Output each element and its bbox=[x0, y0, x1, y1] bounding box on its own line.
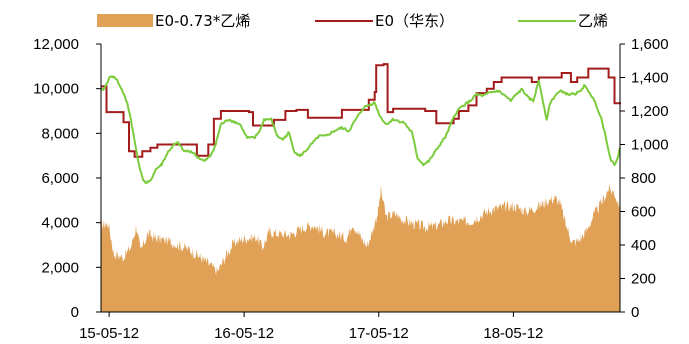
y-left-tick-label: 12,000 bbox=[33, 36, 79, 53]
y-left-tick-label: 0 bbox=[71, 304, 79, 321]
x-tick-label: 15-05-12 bbox=[79, 325, 139, 342]
axes: 0 2,000 4,000 6,000 8,000 10,000 12,000 0 200 400… bbox=[33, 36, 668, 342]
y-right-tick-label: 800 bbox=[631, 170, 656, 187]
legend: E0-0.73*乙烯 E0（华东） 乙烯 bbox=[97, 12, 608, 30]
legend-label-eo: E0（华东） bbox=[375, 12, 454, 30]
y-right-tick-label: 200 bbox=[631, 271, 656, 288]
y-left-tick-label: 8,000 bbox=[41, 125, 79, 142]
series-area-spread bbox=[101, 183, 620, 312]
y-right-tick-label: 1,600 bbox=[631, 36, 669, 53]
y-left-tick-label: 2,000 bbox=[41, 259, 79, 276]
y-right-tick-label: 0 bbox=[631, 304, 639, 321]
y-left-tick-label: 10,000 bbox=[33, 81, 79, 98]
y-right-tick-label: 400 bbox=[631, 237, 656, 254]
x-tick-label: 17-05-12 bbox=[349, 325, 409, 342]
y-right-tick-label: 600 bbox=[631, 204, 656, 221]
x-tick-label: 16-05-12 bbox=[214, 325, 274, 342]
plot-area bbox=[100, 63, 621, 312]
y-left-tick-label: 4,000 bbox=[41, 215, 79, 232]
y-right-tick-label: 1,200 bbox=[631, 103, 669, 120]
series-line-eo bbox=[101, 63, 621, 158]
x-tick-label: 18-05-12 bbox=[483, 325, 543, 342]
legend-label-ethylene: 乙烯 bbox=[578, 12, 608, 30]
y-right-tick-label: 1,000 bbox=[631, 137, 669, 154]
y-left-tick-label: 6,000 bbox=[41, 170, 79, 187]
legend-swatch-spread bbox=[97, 14, 153, 27]
series-line-ethylene bbox=[100, 75, 621, 185]
legend-label-spread: E0-0.73*乙烯 bbox=[155, 12, 250, 30]
y-right-tick-label: 1,400 bbox=[631, 70, 669, 87]
